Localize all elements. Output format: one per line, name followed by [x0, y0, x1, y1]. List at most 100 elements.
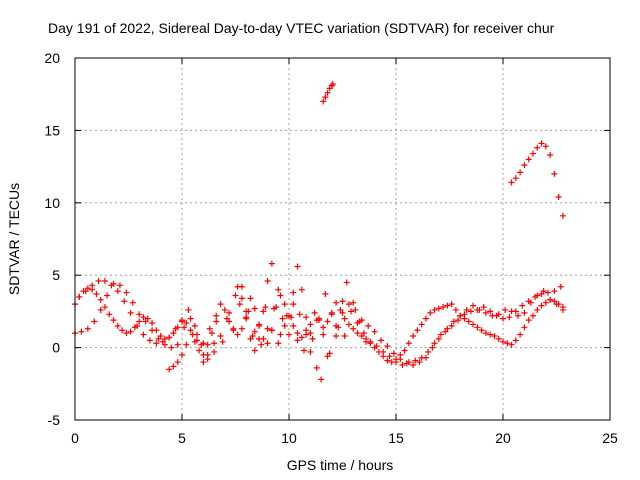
data-point — [238, 295, 245, 302]
data-point — [440, 304, 447, 311]
data-point — [238, 325, 245, 332]
data-point — [356, 318, 363, 325]
data-point — [512, 337, 519, 344]
data-point — [123, 289, 130, 296]
data-point — [393, 359, 399, 366]
data-point — [365, 322, 372, 329]
x-tick-label: 0 — [71, 430, 79, 446]
data-point — [425, 348, 432, 355]
data-point — [211, 348, 218, 355]
data-point — [401, 347, 408, 354]
data-point — [452, 306, 459, 313]
tick-labels: 0 5 10 15 20 25 -5 0 5 10 15 20 — [44, 50, 618, 446]
data-point — [268, 260, 275, 267]
axis-ticks — [74, 57, 611, 421]
data-point — [521, 324, 528, 331]
data-point — [470, 321, 477, 328]
data-point — [333, 333, 340, 340]
data-point — [136, 318, 143, 325]
data-point — [555, 194, 562, 201]
data-point — [313, 364, 320, 371]
data-point — [324, 89, 331, 96]
data-point — [296, 311, 303, 318]
data-point — [114, 322, 121, 329]
data-point — [303, 314, 310, 321]
x-tick-label: 15 — [388, 430, 404, 446]
data-point — [104, 292, 111, 299]
data-point — [226, 309, 233, 316]
data-point — [500, 315, 506, 322]
data-point — [283, 312, 290, 319]
data-point — [437, 331, 444, 338]
data-point — [529, 312, 536, 319]
data-point — [290, 322, 297, 329]
x-axis-label: GPS time / hours — [287, 457, 394, 473]
data-point — [91, 318, 98, 325]
data-point — [542, 143, 549, 150]
data-point — [247, 295, 254, 302]
data-point — [525, 156, 532, 163]
data-point — [521, 162, 528, 169]
data-point — [311, 309, 318, 316]
y-axis-label: SDTVAR / TECUs — [6, 183, 22, 295]
data-point — [140, 314, 147, 321]
data-point — [410, 361, 417, 368]
data-point — [322, 291, 329, 298]
data-point — [378, 337, 385, 344]
data-point — [495, 335, 502, 342]
y-tick-label: 10 — [44, 195, 60, 211]
plot-frame — [74, 57, 611, 421]
data-point — [307, 348, 314, 355]
data-point — [551, 288, 558, 295]
data-point — [149, 319, 156, 326]
data-point — [110, 317, 117, 324]
data-point — [480, 304, 487, 311]
data-point — [474, 324, 481, 331]
data-point — [294, 263, 301, 270]
data-point — [153, 340, 160, 347]
data-point — [106, 311, 113, 318]
data-point — [183, 319, 190, 326]
data-point — [502, 306, 509, 313]
data-point — [457, 312, 464, 319]
data-point — [251, 347, 258, 354]
data-point — [298, 286, 305, 293]
data-point — [264, 277, 271, 284]
data-point — [427, 309, 434, 316]
data-point — [300, 347, 307, 354]
data-point — [435, 335, 442, 342]
data-point — [264, 325, 271, 332]
x-tick-label: 25 — [602, 430, 618, 446]
data-point — [313, 317, 320, 324]
data-point — [146, 337, 153, 344]
data-point — [557, 283, 564, 290]
y-tick-label: 0 — [52, 340, 60, 356]
data-point — [322, 94, 329, 101]
data-point — [290, 289, 297, 296]
data-point — [491, 333, 498, 340]
data-point — [101, 277, 108, 284]
y-tick-label: -5 — [48, 412, 61, 428]
data-point — [474, 306, 481, 313]
data-point — [435, 305, 442, 312]
data-point — [547, 296, 554, 303]
series-0 — [72, 81, 566, 383]
data-point — [189, 331, 196, 338]
data-point — [247, 335, 254, 342]
data-point — [217, 333, 224, 340]
data-point — [166, 366, 173, 373]
data-point — [258, 341, 265, 348]
x-tick-label: 5 — [178, 430, 186, 446]
data-point — [532, 293, 539, 300]
data-point — [234, 283, 241, 290]
data-points — [72, 81, 566, 383]
data-point — [470, 302, 477, 309]
data-point — [123, 330, 130, 337]
data-point — [559, 212, 566, 219]
data-point — [179, 317, 185, 324]
data-point — [183, 341, 190, 348]
data-point — [181, 324, 188, 331]
data-point — [508, 179, 515, 186]
data-point — [403, 360, 410, 367]
